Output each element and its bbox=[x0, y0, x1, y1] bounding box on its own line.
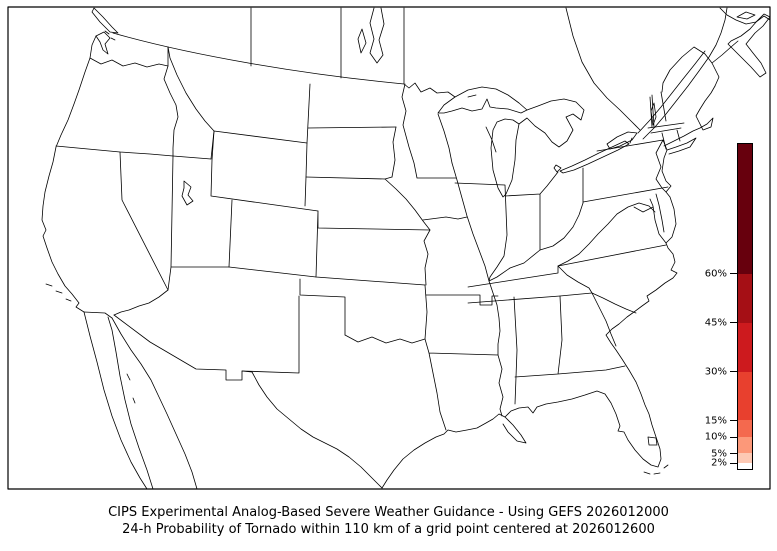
virginia-kentucky-tennessee-borders bbox=[467, 244, 667, 304]
missouri-river-border bbox=[384, 178, 431, 286]
montana-dakota-wyoming-meridian bbox=[304, 83, 311, 207]
colorbar-segment bbox=[738, 452, 752, 463]
new-england-state-borders bbox=[647, 91, 685, 150]
colorbar-tick bbox=[730, 371, 737, 373]
delmarva-new-jersey-coast bbox=[661, 149, 677, 244]
map-frame bbox=[7, 6, 771, 490]
deep-south-borders bbox=[513, 295, 626, 405]
us-canada-border bbox=[112, 32, 456, 98]
colorbar-tick-label: 15% bbox=[704, 415, 727, 427]
idaho-west-border bbox=[163, 46, 179, 157]
colorbar-tick-label: 10% bbox=[704, 431, 727, 443]
washington-oregon-border bbox=[89, 57, 169, 68]
pacific-coastline bbox=[41, 35, 97, 313]
colorbar-segment bbox=[738, 436, 752, 453]
wisconsin-illinois-borders bbox=[454, 182, 508, 282]
oklahoma-panhandle bbox=[299, 278, 346, 336]
lake-huron bbox=[518, 98, 585, 148]
colorbar-tick-label: 45% bbox=[704, 317, 727, 329]
colorbar-tick bbox=[730, 273, 737, 275]
colorbar-tick bbox=[730, 453, 737, 455]
colorbar-tick bbox=[730, 322, 737, 324]
forty-second-parallel bbox=[55, 145, 212, 160]
pennsylvania-borders bbox=[582, 139, 669, 204]
st-lawrence-river bbox=[637, 7, 728, 140]
maryland-west-virginia-borders bbox=[557, 202, 656, 267]
colorado-nebraska-borders bbox=[315, 210, 431, 278]
colorbar-segment bbox=[738, 144, 752, 274]
wyoming-utah-colorado-borders bbox=[210, 130, 319, 268]
great-lakes bbox=[181, 86, 658, 446]
red-river-oklahoma-border bbox=[344, 284, 428, 344]
lake-st-clair bbox=[553, 164, 562, 173]
figure-caption: CIPS Experimental Analog-Based Severe We… bbox=[0, 504, 777, 538]
colorbar-segment bbox=[738, 371, 752, 421]
caption-line-2: 24-h Probability of Tornado within 110 k… bbox=[122, 522, 655, 537]
colorbar-tick bbox=[730, 436, 737, 438]
new-mexico-texas-border bbox=[241, 295, 300, 374]
colorbar-segment bbox=[738, 462, 752, 469]
colorbar-tick-label: 30% bbox=[704, 366, 727, 378]
colorbar-tick-label: 5% bbox=[711, 448, 727, 460]
lake-erie bbox=[559, 140, 630, 174]
new-brunswick-coast bbox=[711, 7, 771, 64]
lake-michigan bbox=[485, 118, 520, 198]
nevada-utah-arizona-borders bbox=[167, 155, 230, 291]
california-nevada-arizona-border bbox=[113, 151, 169, 316]
colorbar-segment bbox=[738, 420, 752, 437]
colorbar-tick-label: 60% bbox=[704, 268, 727, 280]
dakota-borders bbox=[305, 126, 397, 180]
vancouver-island bbox=[91, 7, 119, 41]
colorbar-segment bbox=[738, 274, 752, 323]
lake-superior bbox=[437, 86, 528, 114]
channel-islands bbox=[45, 283, 72, 302]
colorbar-tick bbox=[730, 420, 737, 422]
carolina-georgia-borders bbox=[591, 292, 637, 347]
ohio-river-border bbox=[488, 202, 584, 282]
mississippi-river-border bbox=[451, 162, 504, 417]
minnesota-borders bbox=[401, 83, 457, 179]
indiana-michigan-ohio-borders bbox=[504, 171, 559, 251]
mexico-mainland-coast bbox=[111, 317, 198, 490]
colorbar-tick-label: 2% bbox=[711, 457, 727, 469]
maine-border bbox=[661, 46, 720, 93]
new-england-coast bbox=[663, 85, 716, 147]
mississippi-delta bbox=[502, 416, 527, 444]
chesapeake-bay bbox=[633, 193, 667, 244]
caption-line-1: CIPS Experimental Analog-Based Severe We… bbox=[108, 505, 669, 520]
lake-okeechobee bbox=[647, 436, 658, 446]
south-dakota-iowa-borders bbox=[391, 126, 468, 221]
texas-arkansas-louisiana-borders bbox=[424, 294, 499, 431]
gulf-florida-atlantic-coast bbox=[504, 242, 678, 468]
nova-scotia-pei bbox=[727, 11, 771, 78]
lake-champlain bbox=[650, 102, 657, 126]
thirty-seventh-parallel bbox=[228, 266, 426, 286]
colorbar-tick bbox=[730, 462, 737, 464]
canada-province-boundaries bbox=[250, 7, 405, 85]
ontario-quebec-border bbox=[565, 7, 641, 131]
puget-sound bbox=[95, 31, 111, 55]
lake-winnipeg bbox=[357, 7, 385, 64]
great-salt-lake bbox=[181, 180, 194, 206]
baja-california bbox=[83, 311, 154, 490]
probability-colorbar bbox=[737, 143, 753, 470]
rio-grande-border bbox=[251, 371, 383, 489]
colorbar-axis: 60% 45% 30% 15% 10% 5% 2% bbox=[697, 143, 737, 470]
florida-keys bbox=[643, 464, 669, 475]
long-island bbox=[666, 137, 697, 155]
state-boundaries bbox=[55, 46, 685, 431]
colorbar-segment bbox=[738, 322, 752, 372]
prairie-province-borders bbox=[250, 7, 405, 85]
national-boundaries-and-coastline bbox=[41, 7, 771, 490]
gulf-coast-texas-louisiana bbox=[381, 413, 506, 489]
us-mexico-border bbox=[83, 311, 253, 381]
colorbar-segments bbox=[738, 144, 752, 469]
